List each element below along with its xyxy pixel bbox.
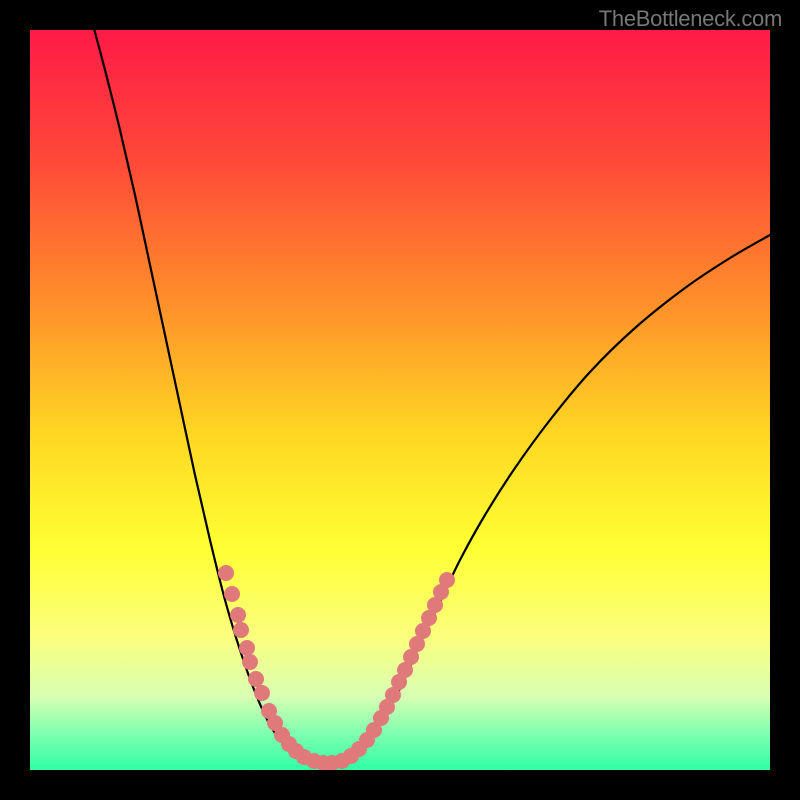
chart-frame [30, 30, 770, 770]
highlight-dot [239, 640, 255, 656]
highlight-dot [439, 572, 455, 588]
highlight-dot [224, 586, 240, 602]
chart-svg [30, 30, 770, 770]
highlight-dot [248, 671, 264, 687]
watermark-text: TheBottleneck.com [599, 6, 782, 32]
highlight-dot [230, 607, 246, 623]
highlight-dot [242, 654, 258, 670]
highlight-dot [218, 565, 234, 581]
highlight-dot [254, 685, 270, 701]
plot-background [30, 30, 770, 770]
highlight-dot [233, 622, 249, 638]
